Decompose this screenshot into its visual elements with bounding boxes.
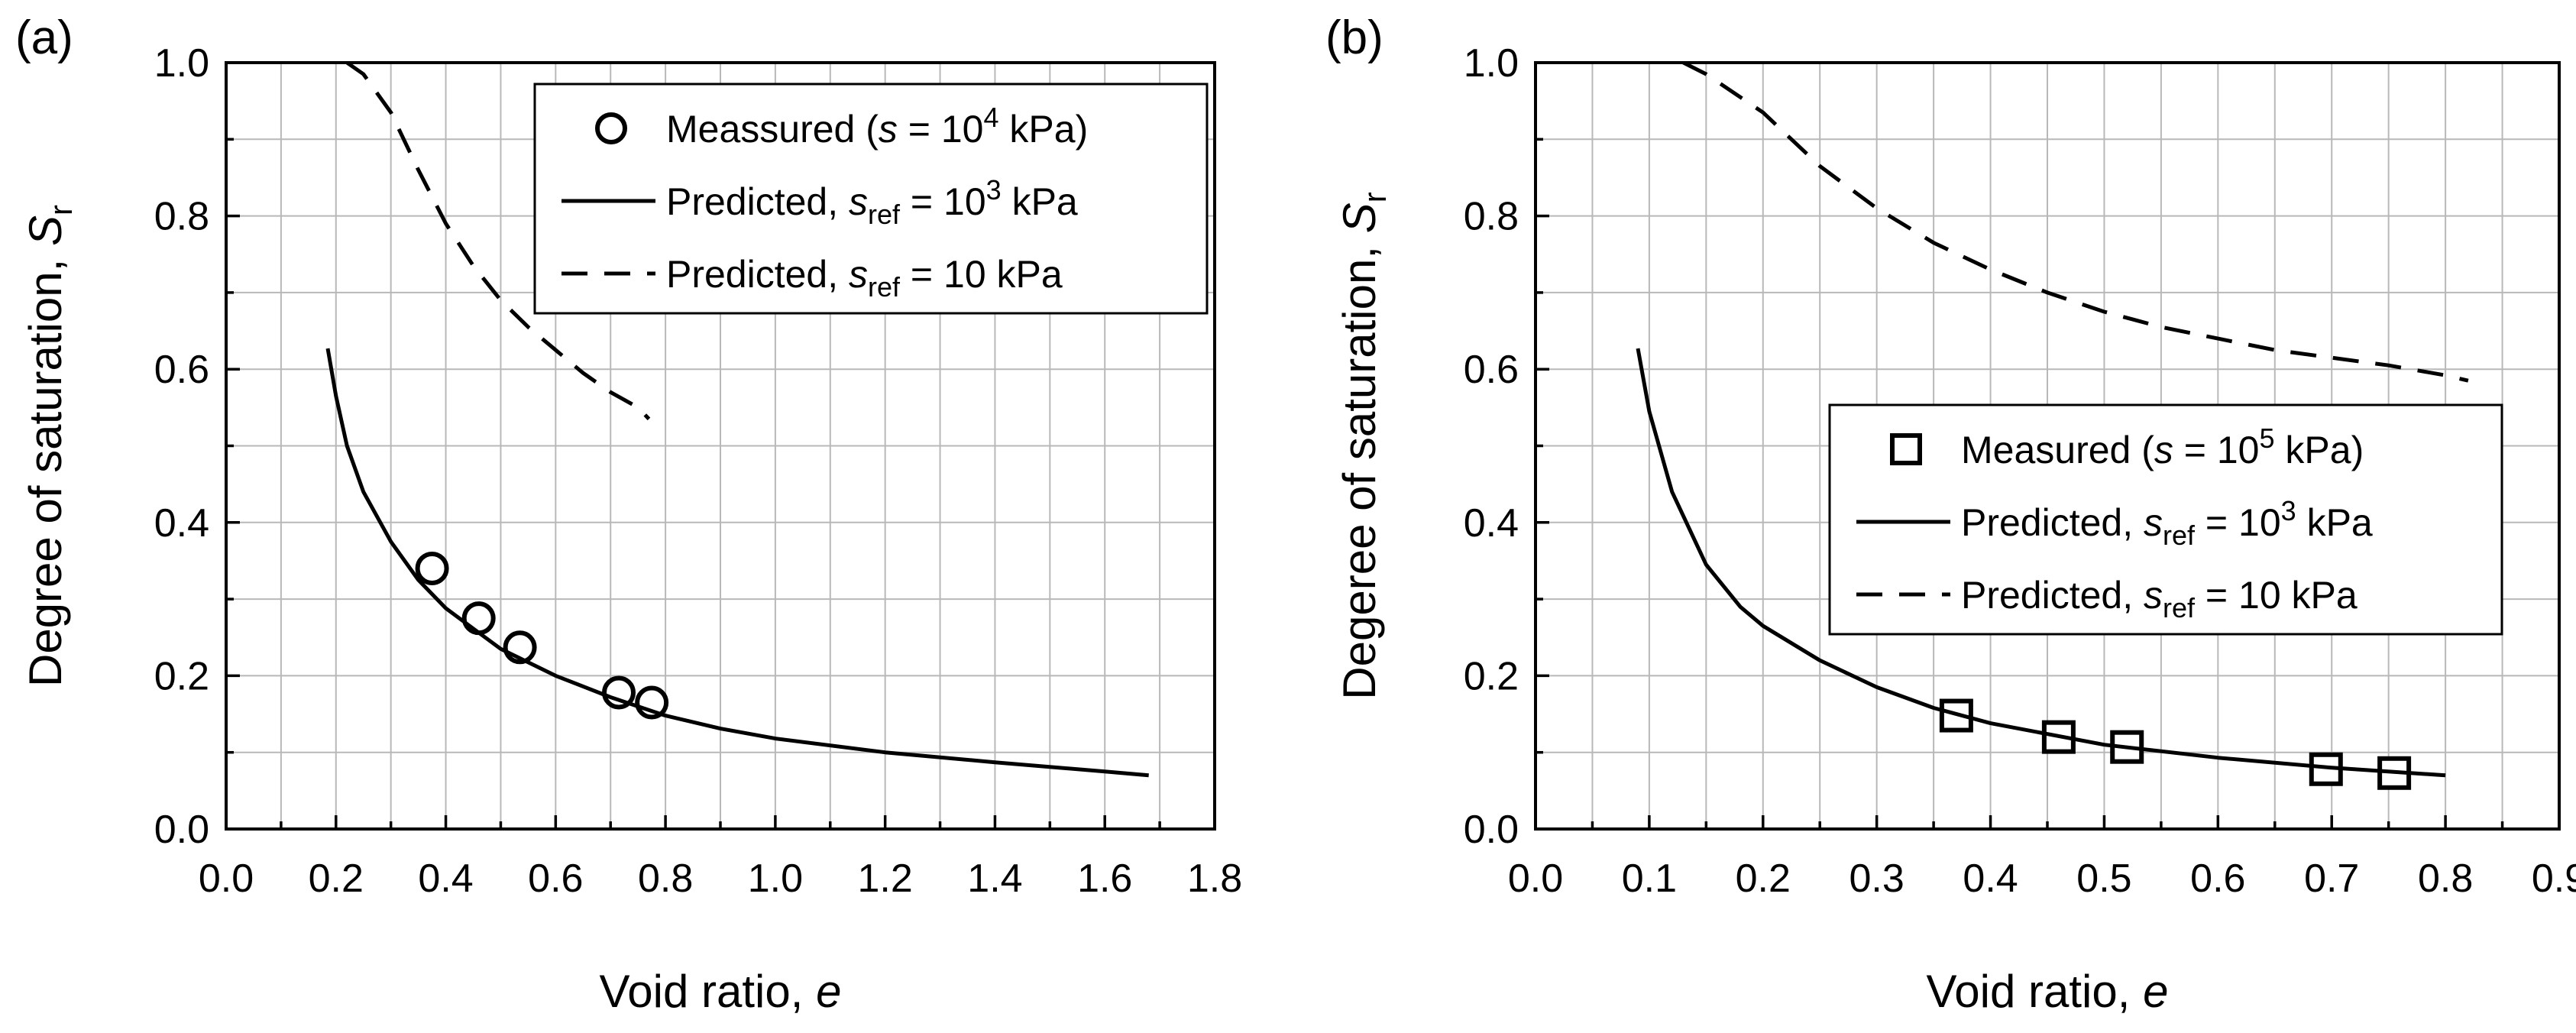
series-square — [1939, 698, 2412, 790]
y-tick-label: 0.8 — [1464, 195, 1519, 239]
series-dashed — [345, 63, 651, 421]
predicted-line-sref-10 — [345, 63, 651, 421]
x-tick-label: 0.2 — [1736, 857, 1791, 901]
y-tick-label: 0.6 — [1464, 348, 1519, 392]
x-axis-label: Void ratio, e — [1927, 966, 2169, 1017]
ticks — [1534, 61, 2561, 831]
legend: Measured (s = 105 kPa) Predicted, sref = … — [1828, 403, 2503, 636]
panel-label: (b) — [1325, 11, 1383, 64]
legend-item: Predicted, sref = 103 kPa — [561, 174, 1078, 230]
y-axis-label: Degeree of saturation, Sr — [1334, 192, 1393, 699]
predicted-line-sref-1000 — [1636, 348, 2446, 778]
panel-label: (a) — [15, 11, 73, 64]
series-solid — [1636, 348, 2446, 778]
series-dashed — [1682, 63, 2469, 383]
legend-box — [533, 83, 1209, 315]
x-tick-label: 0.4 — [418, 857, 473, 901]
y-tick-label: 1.0 — [1464, 41, 1519, 86]
chart-panel-a: 0.0 0.2 0.4 0.6 0.8 1.0 1.2 1.4 1.6 1.8 0.0 0.2 0.4 0… — [15, 11, 1242, 1017]
legend-box — [1828, 403, 2503, 636]
y-tick-label: 0.0 — [154, 808, 209, 852]
series-solid — [325, 348, 1149, 778]
x-tick-label: 0.7 — [2304, 857, 2359, 901]
legend-label: Meassured (s = 104 kPa) — [666, 102, 1088, 151]
legend-item: Predicted, sref = 103 kPa — [1856, 495, 2373, 551]
x-tick-label: 0.4 — [1963, 857, 2018, 901]
y-axis-label: Degree of saturation, Sr — [20, 205, 79, 687]
x-tick-label: 1.0 — [748, 857, 803, 901]
measured-point — [602, 675, 636, 710]
y-tick-label: 0.2 — [154, 654, 209, 698]
y-tick-label: 1.0 — [154, 41, 209, 86]
measured-point — [461, 601, 496, 636]
legend-item: Predicted, sref = 10 kPa — [561, 253, 1063, 303]
x-tick-label: 0.8 — [638, 857, 693, 901]
x-tick-label: 0.5 — [2076, 857, 2131, 901]
y-tick-label: 0.2 — [1464, 654, 1519, 698]
legend-item: Predicted, sref = 10 kPa — [1856, 574, 2358, 623]
x-tick-label: 0.6 — [528, 857, 583, 901]
x-tick-label: 1.8 — [1187, 857, 1242, 901]
x-axis-label: Void ratio, e — [600, 966, 842, 1017]
legend-label: Measured (s = 105 kPa) — [1961, 423, 2364, 471]
predicted-line-sref-1000 — [325, 348, 1149, 778]
x-tick-label: 1.6 — [1077, 857, 1132, 901]
legend-label: Predicted, sref = 103 kPa — [666, 174, 1078, 230]
series-circle — [415, 551, 669, 720]
x-tick-label: 1.4 — [967, 857, 1022, 901]
x-tick-label: 0.6 — [2190, 857, 2245, 901]
chart-panel-b: 0.0 0.1 0.2 0.3 0.4 0.5 0.6 0.7 0.8 0.9 0.0 0.2 0.4 0… — [1325, 11, 2576, 1017]
x-tick-label: 0.2 — [309, 857, 364, 901]
x-tick-label: 0.1 — [1622, 857, 1677, 901]
legend-label: Predicted, sref = 10 kPa — [666, 253, 1063, 303]
y-tick-label: 0.8 — [154, 195, 209, 239]
y-tick-label: 0.4 — [154, 501, 209, 546]
x-tick-label: 0.9 — [2532, 857, 2576, 901]
legend-label: Predicted, sref = 103 kPa — [1961, 495, 2373, 551]
legend-marker-square — [1890, 433, 1922, 465]
legend-label: Predicted, sref = 10 kPa — [1961, 574, 2358, 623]
y-tick-label: 0.0 — [1464, 808, 1519, 852]
x-tick-label: 0.3 — [1849, 857, 1904, 901]
legend: Meassured (s = 104 kPa) Predicted, sref =… — [533, 83, 1209, 315]
x-tick-label: 0.0 — [1508, 857, 1563, 901]
legend-item: Measured (s = 105 kPa) — [1890, 423, 2364, 471]
x-tick-label: 0.0 — [199, 857, 254, 901]
y-tick-label: 0.6 — [154, 348, 209, 392]
legend-item: Meassured (s = 104 kPa) — [595, 102, 1088, 151]
measured-point — [415, 551, 449, 585]
y-tick-label: 0.4 — [1464, 501, 1519, 546]
legend-marker-circle — [595, 112, 627, 144]
ticks — [225, 61, 1216, 831]
x-tick-label: 0.8 — [2418, 857, 2473, 901]
predicted-line-sref-10 — [1682, 63, 2469, 383]
x-tick-label: 1.2 — [858, 857, 913, 901]
